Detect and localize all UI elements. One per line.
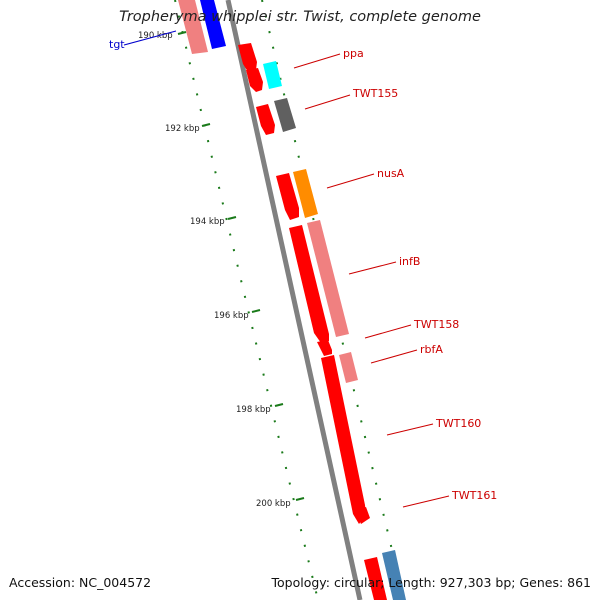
tick-mark-200 bbox=[295, 497, 305, 501]
feature-cyan-ppa bbox=[263, 61, 282, 89]
feature-gray-TWT155 bbox=[274, 98, 296, 132]
tick-mark-192 bbox=[201, 123, 211, 127]
map-title: Tropheryma whipplei str. Twist, complete… bbox=[119, 9, 481, 25]
tick-label-196: 196 kbp bbox=[214, 311, 249, 321]
gene-label-infB: infB bbox=[399, 255, 420, 268]
genome-backbone bbox=[225, 0, 363, 600]
gene-arrow-infB bbox=[289, 225, 329, 343]
leader-TWT161 bbox=[402, 495, 450, 508]
gene-arrow-TWT161 bbox=[355, 507, 370, 524]
feature-red-bottom bbox=[364, 557, 387, 600]
gene-label-rbfA: rbfA bbox=[420, 343, 443, 356]
tick-label-190: 190 kbp bbox=[138, 31, 173, 41]
leader-TWT158 bbox=[364, 324, 412, 339]
leader-TWT160 bbox=[386, 423, 434, 436]
feature-pink-top-left bbox=[178, 0, 208, 54]
tick-mark-190 bbox=[177, 31, 187, 35]
leader-tgt bbox=[123, 30, 177, 46]
gene-arrow-TWT155 bbox=[256, 104, 275, 135]
tick-mark-198 bbox=[274, 403, 284, 407]
gene-label-nusA: nusA bbox=[377, 167, 405, 180]
leader-nusA bbox=[326, 173, 375, 189]
feature-pink-infB bbox=[307, 220, 349, 337]
tick-label-198: 198 kbp bbox=[236, 405, 271, 415]
feature-blue-tgt bbox=[200, 0, 226, 49]
leader-ppa bbox=[293, 53, 341, 69]
tick-label-192: 192 kbp bbox=[165, 124, 200, 134]
leader-infB bbox=[348, 261, 397, 275]
gene-label-ppa: ppa bbox=[343, 47, 364, 60]
gene-arrow-ppa-2 bbox=[246, 68, 263, 92]
leader-rbfA bbox=[370, 349, 418, 364]
gene-arrow-TWT160 bbox=[321, 355, 366, 524]
tick-mark-196 bbox=[251, 309, 261, 313]
tick-label-194: 194 kbp bbox=[190, 217, 225, 227]
genome-summary-text: Topology: circular; Length: 927,303 bp; … bbox=[271, 575, 592, 590]
feature-pink-rbfA bbox=[339, 352, 358, 383]
gene-arrow-nusA bbox=[276, 173, 299, 220]
gene-label-TWT155: TWT155 bbox=[352, 87, 398, 100]
tick-mark-194 bbox=[227, 216, 237, 220]
accession-text: Accession: NC_004572 bbox=[9, 575, 152, 590]
feature-steel-bottom bbox=[382, 550, 406, 600]
gene-arrow-ppa-1 bbox=[238, 43, 257, 72]
gene-label-TWT161: TWT161 bbox=[451, 489, 497, 502]
gene-label-tgt: tgt bbox=[109, 38, 125, 51]
gene-label-TWT158: TWT158 bbox=[413, 318, 459, 331]
leader-TWT155 bbox=[304, 94, 351, 110]
feature-orange-nusA bbox=[293, 169, 318, 218]
tick-label-200: 200 kbp bbox=[256, 499, 291, 509]
gene-arrow-TWT158 bbox=[317, 340, 332, 356]
gene-label-TWT160: TWT160 bbox=[435, 417, 481, 430]
